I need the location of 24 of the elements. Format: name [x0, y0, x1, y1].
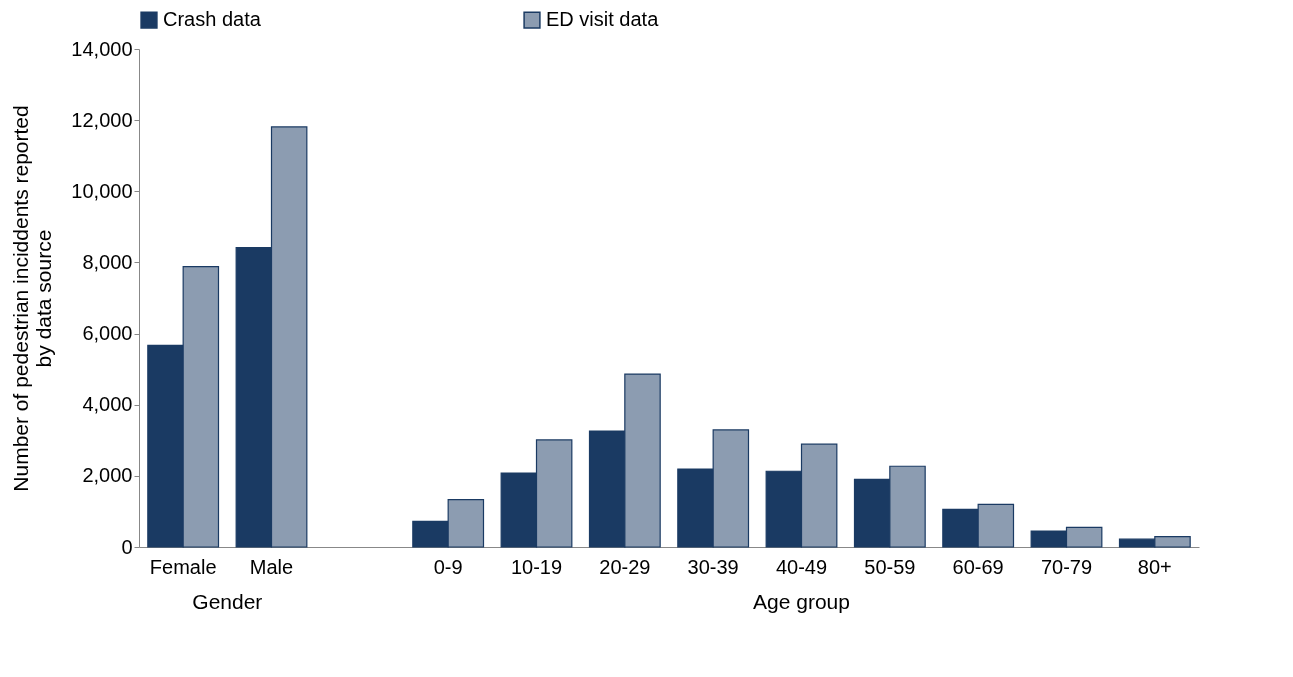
y-tick-label: 0: [121, 535, 133, 558]
y-tick-label: 10,000: [71, 179, 133, 202]
text: Age group: [753, 590, 850, 613]
x-tick-label: 50-59: [864, 555, 916, 578]
x-tick-label: 80+: [1137, 555, 1172, 578]
y-tick-label: 8,000: [82, 250, 133, 273]
x-tick-label: 40-49: [775, 555, 828, 578]
x-tick-label: 60-69: [952, 555, 1004, 578]
x-tick-label: 30-39: [687, 555, 739, 578]
x-tick-label: 10-19: [510, 555, 563, 578]
x-tick-label: Female: [149, 555, 217, 578]
y-tick-label: 2,000: [82, 464, 133, 487]
text: Gender: [192, 590, 263, 613]
legend-label: ED visit data: [546, 8, 660, 31]
y-tick-label: 12,000: [71, 108, 133, 131]
x-tick-label: Male: [249, 555, 294, 578]
legend-label: Crash data: [163, 8, 262, 31]
y-tick-label: 6,000: [82, 322, 133, 345]
y-tick-label: 4,000: [82, 393, 133, 416]
y-tick-label: 14,000: [71, 37, 133, 60]
x-tick-label: 20-29: [599, 555, 651, 578]
y-axis-title: Number of pedestrian inciddents reported by data source: [9, 105, 56, 492]
x-tick-label: 70-79: [1040, 555, 1093, 578]
x-tick-label: 0-9: [433, 555, 463, 578]
